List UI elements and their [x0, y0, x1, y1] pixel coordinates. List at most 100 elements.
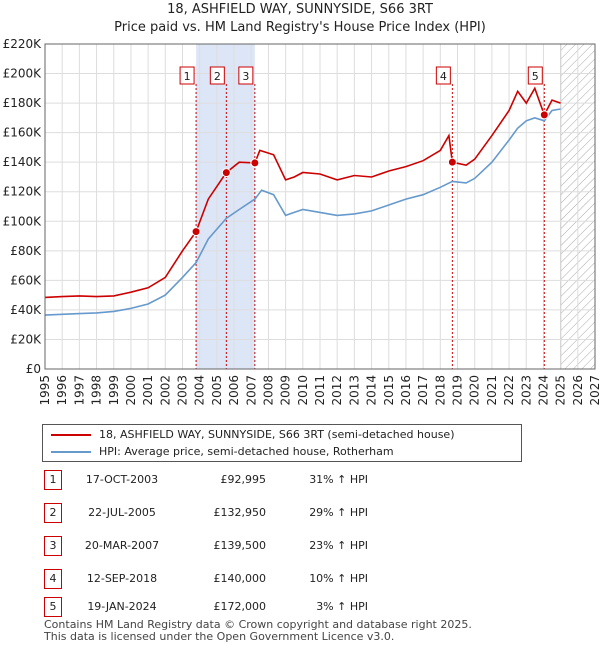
sale-marker-box	[238, 66, 254, 85]
sale-number-badge: 2	[44, 503, 62, 523]
sale-date: 12-SEP-2018	[86, 572, 158, 585]
x-tick-label: 2015	[382, 375, 396, 406]
sale-hpi-diff: 23% ↑ HPI	[309, 539, 368, 552]
sale-hpi-diff: 10% ↑ HPI	[309, 572, 368, 585]
sale-price: £172,000	[213, 600, 267, 613]
x-tick-label: 2003	[176, 375, 190, 406]
sale-date: 19-JAN-2024	[87, 600, 157, 613]
sale-price: £92,995	[220, 473, 267, 486]
sale-point	[250, 158, 260, 168]
x-tick-label: 2011	[313, 375, 327, 406]
x-tick-label: 2022	[502, 375, 516, 406]
sale-point	[221, 168, 231, 178]
sale-number-badge: 1	[44, 470, 62, 490]
x-tick-label: 2007	[244, 375, 258, 406]
y-tick-label: £200K	[3, 67, 43, 81]
sale-price: £140,000	[213, 572, 267, 585]
hpi-line	[45, 108, 561, 316]
y-tick-label: £160K	[3, 126, 43, 140]
chart-subtitle: Price paid vs. HM Land Registry's House …	[114, 20, 486, 35]
sale-number-badge: 5	[44, 597, 62, 617]
sale-marker-box	[209, 66, 225, 85]
sale-marker-box	[179, 66, 195, 85]
y-tick-label: £60K	[10, 273, 42, 287]
x-tick-label: 1999	[107, 375, 121, 406]
legend-swatch-blue	[51, 450, 91, 453]
legend: 18, ASHFIELD WAY, SUNNYSIDE, S66 3RT (se…	[42, 424, 522, 462]
chart-title: 18, ASHFIELD WAY, SUNNYSIDE, S66 3RT	[167, 2, 433, 17]
x-tick-label: 2013	[347, 375, 361, 406]
y-tick-label: £40K	[10, 303, 42, 317]
sale-marker-number: 1	[184, 70, 191, 83]
x-tick-label: 2002	[158, 375, 172, 406]
sale-marker-number: 3	[242, 70, 249, 83]
x-tick-label: 2009	[279, 375, 293, 406]
sale-number-badge: 4	[44, 569, 62, 589]
sale-date: 17-OCT-2003	[85, 473, 159, 486]
legend-label-hpi: HPI: Average price, semi-detached house,…	[99, 445, 394, 458]
x-tick-label: 1996	[55, 375, 69, 406]
sale-row: 4 12-SEP-2018 £140,000 10% ↑ HPI	[0, 569, 600, 589]
x-tick-label: 1997	[72, 375, 86, 406]
x-tick-label: 2018	[433, 375, 447, 406]
sale-price: £139,500	[213, 539, 267, 552]
x-tick-label: 2024	[536, 375, 550, 406]
legend-label-property: 18, ASHFIELD WAY, SUNNYSIDE, S66 3RT (se…	[99, 428, 455, 441]
y-tick-label: £0	[26, 362, 41, 376]
sale-date: 22-JUL-2005	[88, 506, 156, 519]
y-tick-label: £220K	[3, 37, 43, 51]
price-chart: £0 £20K £40K £60K £80K £100K £120K £140K £160K £1…	[3, 37, 600, 406]
sale-marker-box	[435, 66, 451, 85]
footer-copyright: Contains HM Land Registry data © Crown c…	[44, 618, 472, 631]
x-tick-label: 2012	[330, 375, 344, 406]
y-tick-label: £20K	[10, 332, 42, 346]
sale-row: 5 19-JAN-2024 £172,000 3% ↑ HPI	[0, 597, 600, 617]
legend-item-property: 18, ASHFIELD WAY, SUNNYSIDE, S66 3RT (se…	[51, 428, 455, 441]
sale-hpi-diff: 31% ↑ HPI	[309, 473, 368, 486]
y-tick-label: £120K	[3, 185, 43, 199]
x-tick-label: 2023	[519, 375, 533, 406]
x-tick-label: 2027	[588, 375, 600, 406]
y-tick-label: £180K	[3, 96, 43, 110]
sale-marker-number: 2	[214, 70, 221, 83]
sale-marker-number: 5	[532, 70, 539, 83]
x-tick-label: 2001	[141, 375, 155, 406]
legend-item-hpi: HPI: Average price, semi-detached house,…	[51, 445, 394, 458]
sale-marker-number: 4	[440, 70, 447, 83]
x-tick-label: 2010	[296, 375, 310, 406]
y-tick-label: £100K	[3, 214, 43, 228]
sale-point	[191, 227, 201, 237]
price-paid-line	[45, 86, 561, 299]
plot-border	[44, 43, 596, 370]
x-tick-label: 2025	[554, 375, 568, 406]
x-tick-label: 2016	[399, 375, 413, 406]
sale-hpi-diff: 3% ↑ HPI	[316, 600, 368, 613]
sale-point	[539, 110, 549, 120]
x-tick-label: 2008	[261, 375, 275, 406]
x-tick-label: 2004	[193, 375, 207, 406]
x-tick-label: 2000	[124, 375, 138, 406]
x-tick-label: 1995	[38, 375, 52, 406]
sale-row: 2 22-JUL-2005 £132,950 29% ↑ HPI	[0, 503, 600, 523]
sale-number-badge: 3	[44, 536, 62, 556]
sale-marker-box	[527, 66, 543, 85]
sale-hpi-diff: 29% ↑ HPI	[309, 506, 368, 519]
footer-licence: This data is licensed under the Open Gov…	[44, 630, 395, 643]
sale-point	[447, 157, 457, 167]
x-tick-label: 2020	[468, 375, 482, 406]
sale-price: £132,950	[213, 506, 267, 519]
x-tick-label: 2006	[227, 375, 241, 406]
legend-swatch-red	[51, 433, 91, 436]
x-tick-label: 2014	[365, 375, 379, 406]
sale-row: 1 17-OCT-2003 £92,995 31% ↑ HPI	[0, 470, 600, 490]
sale-date: 20-MAR-2007	[84, 539, 160, 552]
y-tick-label: £140K	[3, 155, 43, 169]
x-tick-label: 1998	[90, 375, 104, 406]
y-tick-label: £80K	[10, 244, 42, 258]
sale-row: 3 20-MAR-2007 £139,500 23% ↑ HPI	[0, 536, 600, 556]
x-tick-label: 2019	[451, 375, 465, 406]
footer: Contains HM Land Registry data © Crown c…	[44, 619, 472, 643]
x-tick-label: 2005	[210, 375, 224, 406]
x-tick-label: 2017	[416, 375, 430, 406]
x-tick-label: 2026	[571, 375, 585, 406]
